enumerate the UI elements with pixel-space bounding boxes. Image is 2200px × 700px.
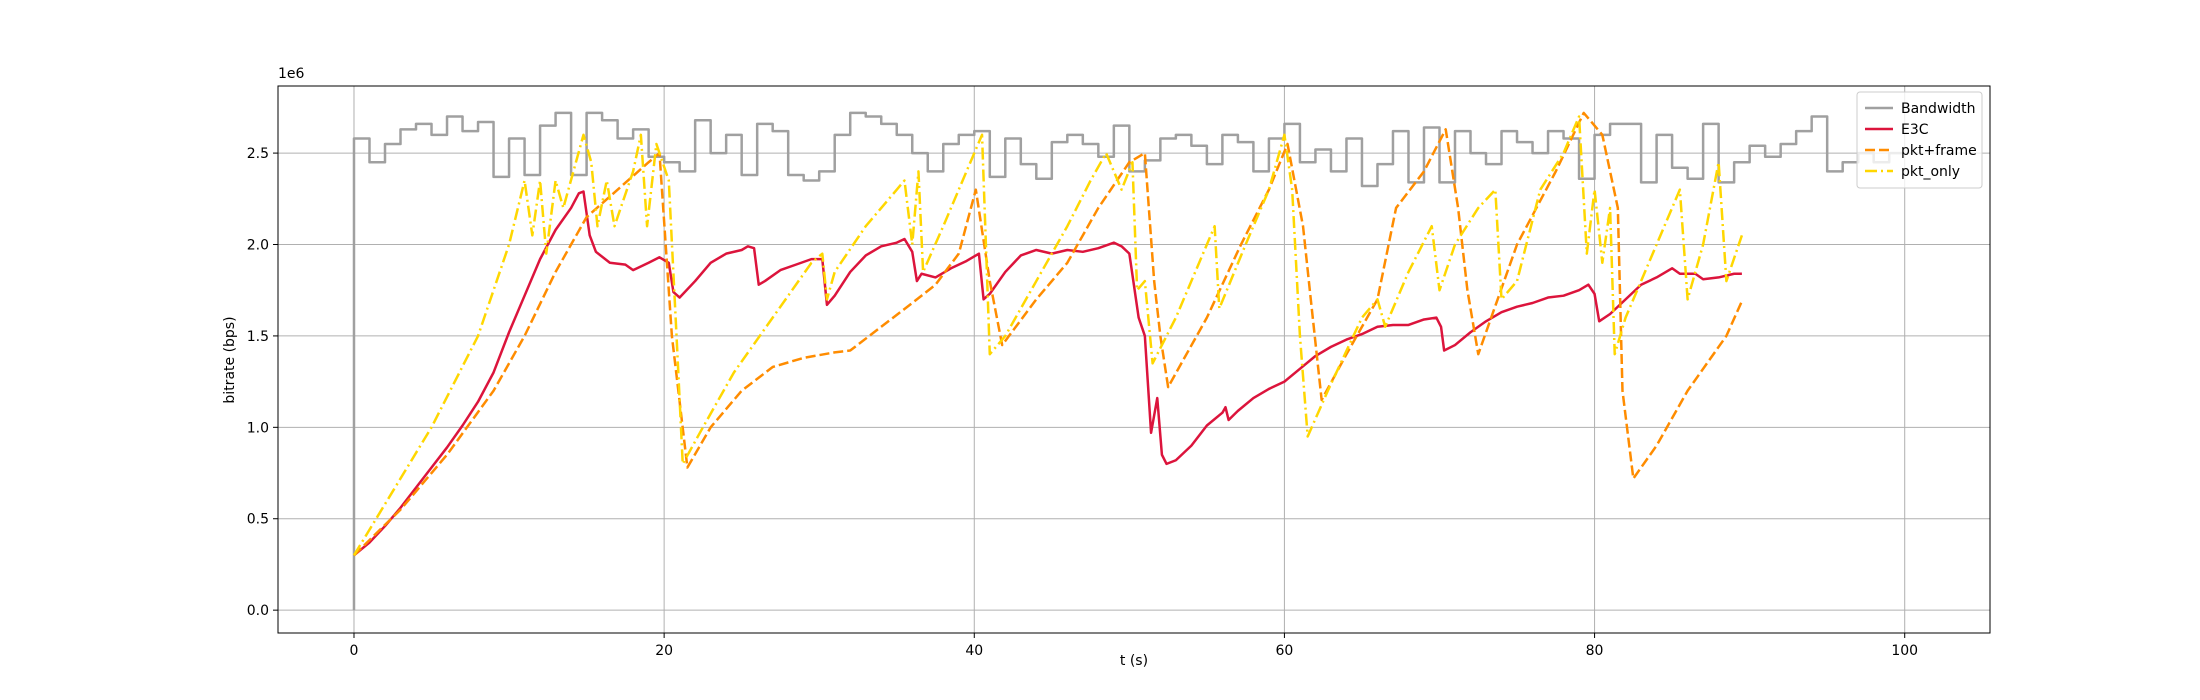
y-tick-label: 0.0: [247, 603, 269, 619]
x-axis-title: t (s): [1120, 653, 1148, 669]
y-tick-label: 2.5: [247, 146, 269, 162]
series-line: [353, 111, 1744, 557]
series-line: [352, 111, 1905, 611]
legend-label: E3C: [1901, 122, 1929, 138]
legend-label: pkt+frame: [1901, 143, 1977, 159]
y-tick-label: 1.0: [247, 420, 269, 436]
y-tick-label: 2.0: [247, 238, 269, 254]
x-tick-label: 20: [655, 643, 673, 659]
legend: Bandwidth E3C pkt+frame pkt_only: [1856, 91, 1983, 189]
legend-box: [1856, 91, 1983, 189]
x-tick-label: 80: [1586, 643, 1604, 659]
y-axis-title: bitrate (bps): [222, 316, 238, 403]
series-line: [353, 190, 1742, 557]
x-tick-label: 40: [965, 643, 983, 659]
plot-frame: [277, 85, 1991, 634]
x-tick-label: 60: [1276, 643, 1294, 659]
legend-label: Bandwidth: [1901, 101, 1976, 117]
series-line: [352, 115, 1744, 556]
legend-label: pkt_only: [1901, 164, 1960, 180]
x-tick-label: 100: [1891, 643, 1918, 659]
y-tick-label: 1.5: [247, 329, 269, 345]
y-tick-label: 0.5: [247, 512, 269, 528]
x-tick-label: 0: [350, 643, 359, 659]
y-offset-label: 1e6: [278, 66, 305, 82]
